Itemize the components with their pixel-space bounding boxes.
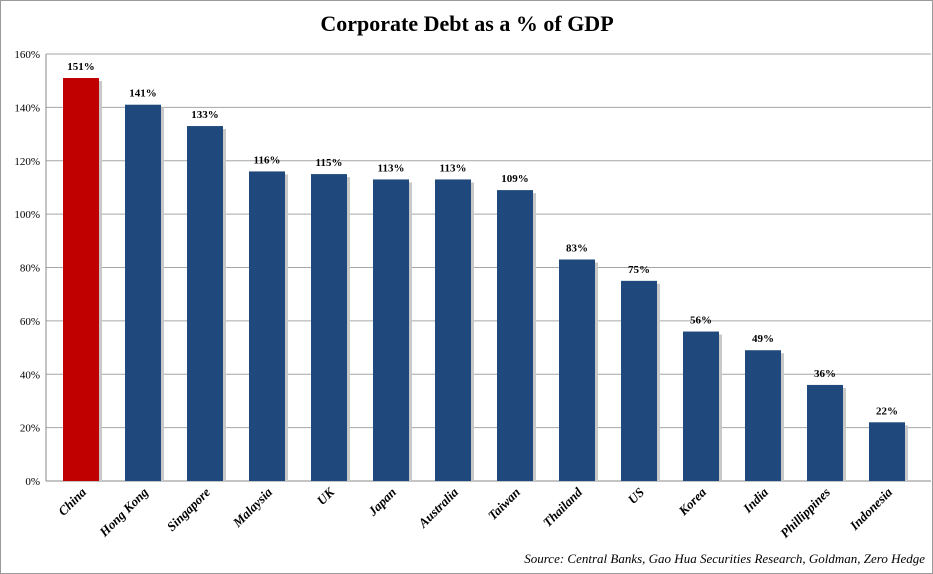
y-tick-label: 20% xyxy=(20,423,40,435)
bar-indonesia xyxy=(869,422,905,481)
chart-title: Corporate Debt as a % of GDP xyxy=(320,11,613,36)
y-tick-label: 0% xyxy=(25,476,40,488)
x-tick-label: Singapore xyxy=(164,484,214,534)
bar-japan xyxy=(373,179,409,481)
data-label: 133% xyxy=(191,109,219,121)
y-tick-label: 120% xyxy=(14,156,40,168)
x-tick-label: Thailand xyxy=(540,484,586,530)
x-tick-label: US xyxy=(625,485,647,507)
x-tick-label: Malaysia xyxy=(229,484,275,530)
x-tick-label: Australia xyxy=(415,484,462,531)
bar-taiwan xyxy=(497,190,533,481)
data-label: 113% xyxy=(378,162,405,174)
data-label: 115% xyxy=(316,157,343,169)
x-tick-label: UK xyxy=(314,484,338,508)
bar-china xyxy=(63,78,99,482)
y-tick-label: 40% xyxy=(20,369,40,381)
bar-korea xyxy=(683,331,719,481)
bar-singapore xyxy=(187,126,223,482)
data-label: 75% xyxy=(628,264,650,276)
y-tick-label: 100% xyxy=(14,209,40,221)
bar-india xyxy=(745,350,781,481)
data-label: 113% xyxy=(440,162,467,174)
bar-malaysia xyxy=(249,171,285,482)
data-label: 116% xyxy=(254,154,281,166)
source-note: Source: Central Banks, Gao Hua Securitie… xyxy=(524,551,925,566)
data-label: 56% xyxy=(690,315,712,327)
bar-thailand xyxy=(559,259,595,481)
data-label: 109% xyxy=(501,173,529,185)
x-tick-label: Hong Kong xyxy=(96,484,152,540)
x-tick-label: Indonesia xyxy=(846,484,895,533)
data-label: 36% xyxy=(814,368,836,380)
data-label: 151% xyxy=(67,61,95,73)
data-label: 49% xyxy=(752,333,774,345)
data-label: 83% xyxy=(566,242,588,254)
x-tick-label: Taiwan xyxy=(485,485,523,523)
y-tick-label: 140% xyxy=(14,102,40,114)
bar-hong-kong xyxy=(125,104,161,482)
y-tick-label: 160% xyxy=(14,49,40,61)
x-tick-label: Phillippines xyxy=(777,485,833,541)
x-tick-label: India xyxy=(739,484,771,516)
data-label: 141% xyxy=(129,88,157,100)
x-tick-label: Japan xyxy=(364,485,399,520)
bar-phillippines xyxy=(807,384,843,481)
y-tick-label: 80% xyxy=(20,263,40,275)
data-label: 22% xyxy=(876,405,898,417)
bar-australia xyxy=(435,179,471,481)
x-tick-label: Korea xyxy=(675,484,710,519)
y-tick-label: 60% xyxy=(20,316,40,328)
bar-us xyxy=(621,280,657,481)
x-tick-label: China xyxy=(55,484,89,518)
bar-uk xyxy=(311,174,347,481)
